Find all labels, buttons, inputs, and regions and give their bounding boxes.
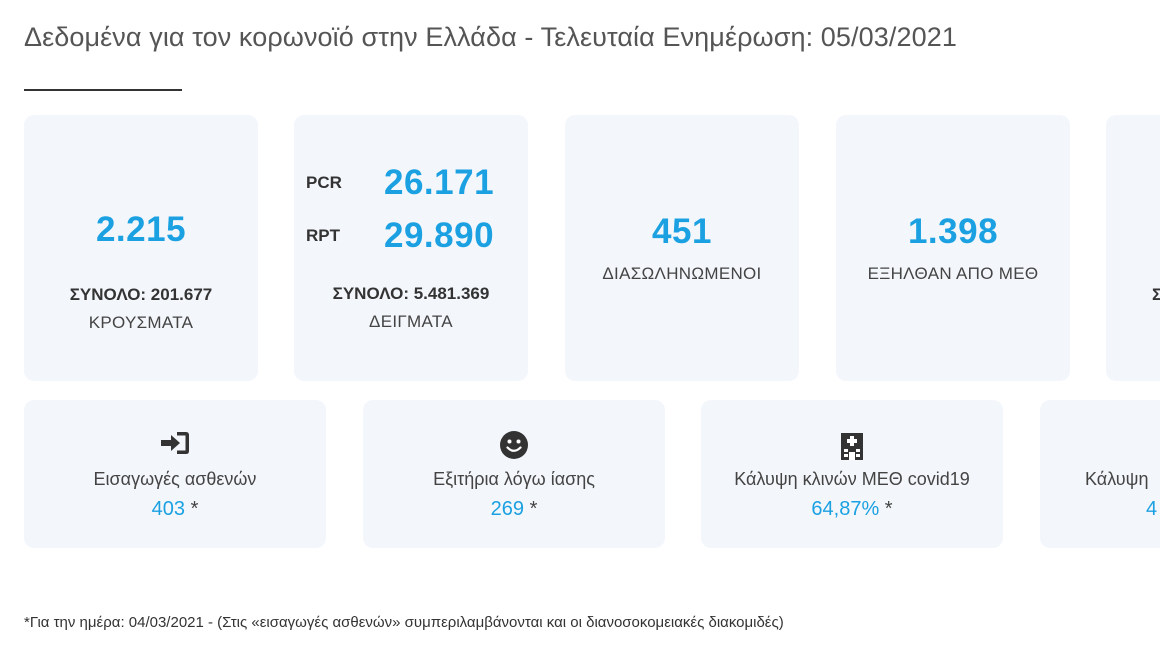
samples-card: PCR 26.171 RPT 29.890 ΣΥΝΟΛΟ: 5.481.369 … xyxy=(294,115,528,381)
partial-coverage-value: 4 xyxy=(1146,498,1158,520)
smile-icon xyxy=(363,430,665,460)
icu-discharged-card: 1.398 ΕΞΗΛΘΑΝ ΑΠΟ ΜΕΘ xyxy=(836,115,1070,381)
rpt-value: 29.890 xyxy=(384,216,495,255)
admissions-value-line: 403 * xyxy=(24,498,326,521)
samples-total: ΣΥΝΟΛΟ: 5.481.369 xyxy=(332,284,490,303)
icu-discharged-value: 1.398 xyxy=(907,212,999,251)
hospital-icon xyxy=(701,430,1003,460)
recoveries-value: 269 xyxy=(490,498,524,520)
partial-card: Σ xyxy=(1106,115,1160,381)
recoveries-value-line: 269 * xyxy=(363,498,665,521)
pcr-label: PCR xyxy=(306,173,342,192)
admissions-value: 403 xyxy=(151,498,185,520)
sign-in-icon xyxy=(24,430,326,460)
admissions-label: Εισαγωγές ασθενών xyxy=(93,469,257,489)
cases-label: ΚΡΟΥΣΜΑΤΑ xyxy=(88,313,194,332)
icu-discharged-label: ΕΞΗΛΘΑΝ ΑΠΟ ΜΕΘ xyxy=(867,264,1039,283)
icu-coverage-value-line: 64,87% * xyxy=(701,498,1003,521)
cases-card: 2.215 ΣΥΝΟΛΟ: 201.677 ΚΡΟΥΣΜΑΤΑ xyxy=(24,115,258,381)
samples-label: ΔΕΙΓΜΑΤΑ xyxy=(369,312,453,331)
recoveries-card: Εξιτήρια λόγω ίασης 269 * xyxy=(363,400,665,548)
recoveries-label: Εξιτήρια λόγω ίασης xyxy=(433,469,595,489)
recoveries-asterisk: * xyxy=(529,498,538,520)
cases-value: 2.215 xyxy=(95,210,187,249)
rpt-label: RPT xyxy=(306,226,340,245)
icu-coverage-asterisk: * xyxy=(884,498,893,520)
icu-coverage-card: Κάλυψη κλινών ΜΕΘ covid19 64,87% * xyxy=(701,400,1003,548)
pcr-row: PCR 26.171 xyxy=(306,163,494,203)
admissions-asterisk: * xyxy=(190,498,199,520)
admissions-card: Εισαγωγές ασθενών 403 * xyxy=(24,400,326,548)
page-title: Δεδομένα για τον κορωνοϊό στην Ελλάδα - … xyxy=(24,22,957,52)
partial-card-total: Σ xyxy=(1152,285,1160,304)
footnote: *Για την ημέρα: 04/03/2021 - (Στις «εισα… xyxy=(24,614,784,631)
partial-coverage-card: Κάλυψη 4 xyxy=(1040,400,1160,548)
title-underline xyxy=(24,89,182,91)
icu-coverage-label: Κάλυψη κλινών ΜΕΘ covid19 xyxy=(734,469,970,489)
icu-coverage-value: 64,87% xyxy=(811,498,880,520)
intubated-label: ΔΙΑΣΩΛΗΝΩΜΕΝΟΙ xyxy=(602,264,762,283)
intubated-value: 451 xyxy=(652,212,712,251)
partial-coverage-label: Κάλυψη xyxy=(1085,469,1149,489)
pcr-value: 26.171 xyxy=(384,163,495,202)
cases-total: ΣΥΝΟΛΟ: 201.677 xyxy=(69,285,213,304)
rpt-row: RPT 29.890 xyxy=(306,216,494,256)
intubated-card: 451 ΔΙΑΣΩΛΗΝΩΜΕΝΟΙ xyxy=(565,115,799,381)
